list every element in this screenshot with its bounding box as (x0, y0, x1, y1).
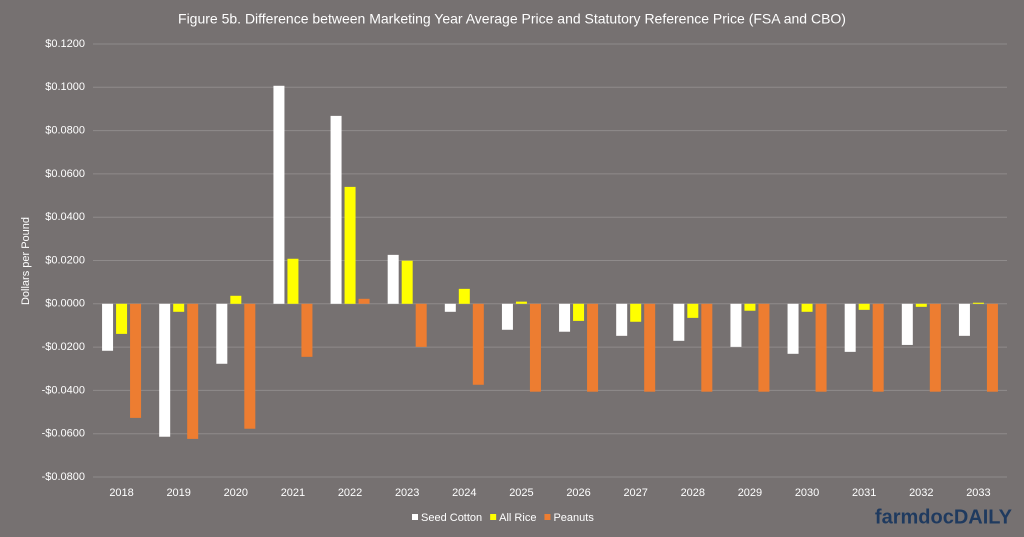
bar (972, 302, 984, 304)
bar (559, 303, 571, 332)
bar (730, 303, 742, 347)
bar (287, 258, 299, 304)
bar (472, 303, 484, 385)
x-tick-label: 2031 (852, 487, 876, 499)
y-tick-label: $0.1000 (45, 81, 85, 93)
x-tick-label: 2028 (681, 487, 705, 499)
bar (815, 303, 827, 392)
bar (330, 115, 342, 304)
bar (116, 303, 128, 334)
x-tick-label: 2033 (966, 487, 990, 499)
bar (159, 303, 171, 437)
y-tick-label: $0.0000 (45, 298, 85, 310)
bar (844, 303, 856, 352)
bar (273, 85, 285, 304)
bar (787, 303, 799, 354)
x-tick-label: 2018 (109, 487, 133, 499)
legend-swatch (490, 514, 497, 520)
bar (587, 303, 599, 392)
bar (958, 303, 970, 336)
logo: farmdocDAILY (875, 506, 1013, 528)
bar (515, 301, 527, 304)
y-tick-label: $0.0400 (45, 211, 85, 223)
bar (344, 186, 356, 304)
legend-label: All Rice (499, 512, 536, 524)
bar (102, 303, 114, 351)
bar (744, 303, 756, 311)
bar (230, 295, 242, 304)
x-tick-label: 2030 (795, 487, 819, 499)
x-tick-label: 2019 (166, 487, 190, 499)
bar (616, 303, 628, 336)
x-tick-label: 2027 (623, 487, 647, 499)
bar (444, 303, 456, 312)
bar (501, 303, 513, 330)
bar (630, 303, 642, 322)
x-tick-label: 2021 (281, 487, 305, 499)
bar (130, 303, 142, 418)
bar (915, 303, 927, 307)
bar (986, 303, 998, 392)
x-tick-label: 2022 (338, 487, 362, 499)
bar (458, 288, 470, 304)
x-tick-label: 2020 (224, 487, 248, 499)
legend-swatch (544, 514, 551, 520)
y-tick-label: -$0.0800 (42, 471, 85, 483)
bar (801, 303, 813, 312)
bar (415, 303, 427, 347)
bar (701, 303, 713, 392)
bar (573, 303, 585, 321)
y-axis-label: Dollars per Pound (20, 217, 32, 305)
bar (758, 303, 770, 392)
y-tick-label: $0.1200 (45, 38, 85, 50)
x-tick-label: 2026 (566, 487, 590, 499)
bar (173, 303, 185, 312)
bar (244, 303, 256, 429)
bar (858, 303, 870, 310)
legend-swatch (412, 514, 418, 520)
y-tick-label: $0.0800 (45, 125, 85, 137)
x-tick-label: 2029 (738, 487, 762, 499)
bar (387, 254, 399, 304)
bar (687, 303, 699, 318)
bar (529, 303, 541, 392)
bar (673, 303, 685, 341)
chart-title: Figure 5b. Difference between Marketing … (178, 11, 846, 27)
bar (187, 303, 199, 439)
x-tick-label: 2025 (509, 487, 533, 499)
y-tick-label: -$0.0400 (42, 384, 85, 396)
bar (401, 260, 413, 304)
x-tick-label: 2032 (909, 487, 933, 499)
bar (216, 303, 228, 364)
bar (358, 298, 370, 304)
legend-label: Peanuts (553, 512, 594, 524)
bar (901, 303, 913, 345)
x-tick-label: 2024 (452, 487, 476, 499)
y-tick-label: -$0.0200 (42, 341, 85, 353)
bar (929, 303, 941, 392)
x-tick-label: 2023 (395, 487, 419, 499)
bar (301, 303, 313, 357)
bar (872, 303, 884, 392)
legend-label: Seed Cotton (421, 512, 482, 524)
y-tick-label: -$0.0600 (42, 428, 85, 440)
bar (644, 303, 656, 392)
y-tick-label: $0.0200 (45, 254, 85, 266)
y-tick-label: $0.0600 (45, 168, 85, 180)
